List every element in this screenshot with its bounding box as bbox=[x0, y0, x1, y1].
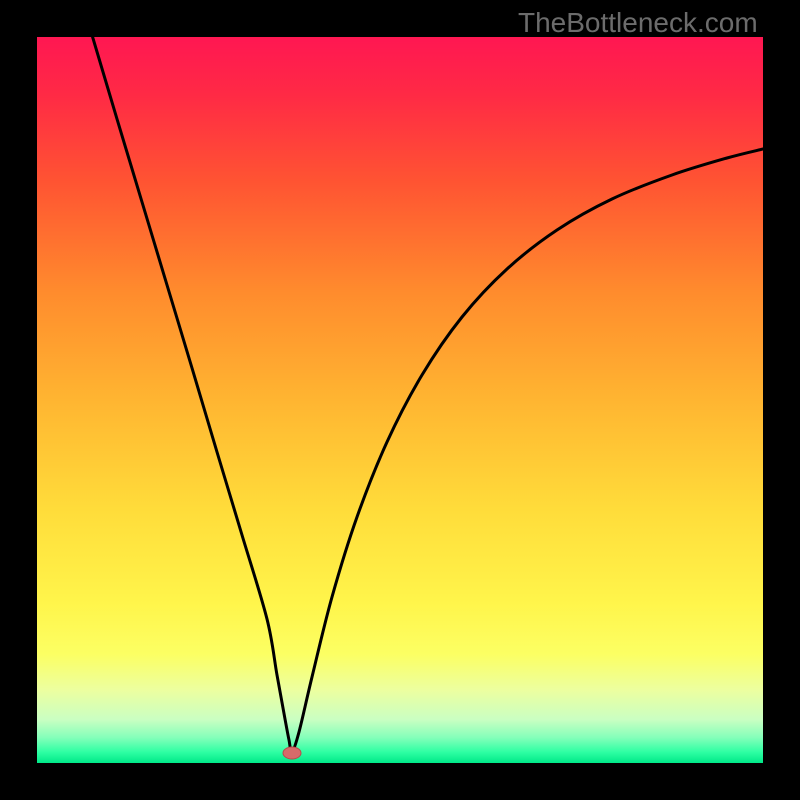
watermark-text: TheBottleneck.com bbox=[518, 7, 758, 39]
chart-stage: TheBottleneck.com bbox=[0, 0, 800, 800]
minimum-marker bbox=[283, 747, 301, 759]
plot-area bbox=[37, 37, 763, 763]
gradient-background bbox=[37, 37, 763, 763]
